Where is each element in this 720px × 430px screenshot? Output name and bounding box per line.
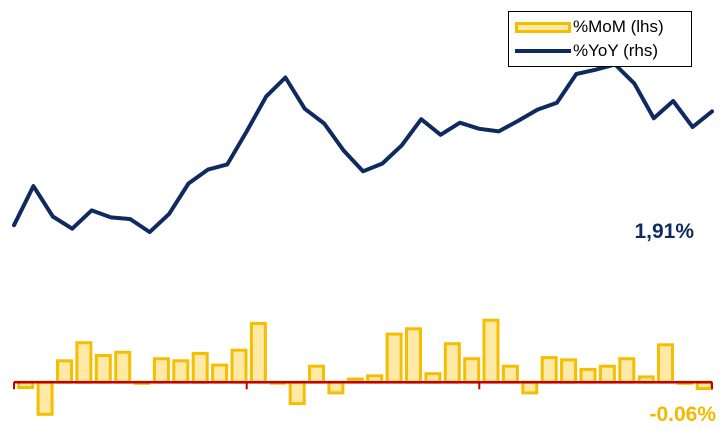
legend: %MoM (lhs) %YoY (rhs) <box>508 11 692 67</box>
legend-label-mom: %MoM (lhs) <box>573 17 664 36</box>
mom-bar <box>191 351 209 384</box>
mom-bar <box>482 318 500 384</box>
x-axis-ticks <box>13 382 713 390</box>
mom-bar <box>657 343 674 384</box>
mom-bar <box>75 341 93 384</box>
mom-bar <box>501 364 519 384</box>
mom-bar <box>618 357 636 384</box>
mom-bar <box>540 356 558 384</box>
mom-bar <box>288 380 306 406</box>
mom-bar <box>598 364 616 384</box>
yoy-line <box>12 62 714 235</box>
yoy-end-label: 1,91% <box>634 220 694 243</box>
mom-bar <box>56 359 73 384</box>
mom-bar <box>36 380 54 416</box>
mom-bar <box>249 321 267 384</box>
mom-bar <box>560 358 578 384</box>
legend-item-mom: %MoM (lhs) <box>515 17 664 37</box>
mom-bar <box>579 367 597 384</box>
mom-bar <box>152 357 170 384</box>
mom-bar <box>308 364 325 384</box>
mom-bar <box>211 363 229 384</box>
mom-bar <box>385 332 403 384</box>
mom-bar <box>114 350 132 384</box>
mom-bar <box>230 348 248 384</box>
legend-item-yoy: %YoY (rhs) <box>515 41 658 61</box>
mom-bar <box>172 359 190 384</box>
mom-bars <box>17 318 713 416</box>
mom-end-label: -0.06% <box>649 403 716 426</box>
mom-bar <box>443 342 461 384</box>
mom-bar <box>405 327 422 384</box>
mom-bar <box>94 354 112 384</box>
legend-swatch-mom <box>515 21 571 33</box>
mom-bar <box>327 380 345 395</box>
legend-swatch-yoy <box>515 49 571 53</box>
mom-bar <box>521 380 539 395</box>
legend-label-yoy: %YoY (rhs) <box>573 41 659 60</box>
mom-bar <box>463 357 481 384</box>
